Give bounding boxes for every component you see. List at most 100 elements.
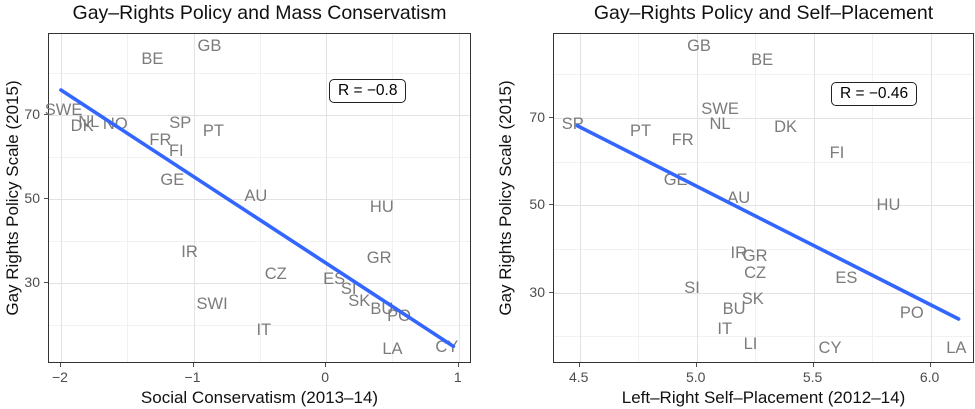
gridline-minor-vertical	[755, 34, 757, 362]
x-tick-label: 0	[321, 369, 330, 385]
gridline-minor-horizontal	[554, 74, 973, 76]
country-label: FR	[671, 130, 694, 149]
country-label: IT	[717, 319, 733, 338]
country-label: CY	[435, 337, 459, 356]
x-tick-label: 5.0	[685, 369, 706, 385]
gridline-minor-horizontal	[554, 336, 973, 338]
gridline-major-vertical	[326, 34, 328, 362]
y-tick-label: 30	[529, 283, 545, 300]
gridline-minor-horizontal	[49, 241, 470, 243]
gridline-minor-horizontal	[554, 249, 973, 251]
country-label: PO	[387, 307, 411, 326]
country-label: SWE	[44, 100, 83, 119]
country-label: SI	[684, 278, 700, 297]
country-label: SWE	[701, 99, 739, 118]
country-label: DK	[774, 117, 798, 136]
panel2-correlation-badge: R = −0.46	[831, 82, 918, 106]
country-label: IT	[256, 321, 272, 340]
country-label: GB	[687, 36, 711, 55]
gridline-major-vertical	[60, 34, 62, 362]
trend-line	[59, 88, 456, 349]
panel2-plot-area: SP PT FR SWE NL DK GB BE FI GE AU HU IR GR CZ SI SK BU IT L…	[553, 33, 974, 363]
gridline-minor-vertical	[638, 34, 640, 362]
panel2-title: Gay–Rights Policy and Self–Placement	[593, 2, 934, 24]
panel1-title: Gay–Rights Policy and Mass Conservatism	[72, 2, 447, 24]
country-label: PT	[629, 121, 652, 140]
country-label: NL	[709, 114, 731, 133]
x-tick-mark	[59, 363, 61, 367]
panel1-correlation-badge: R = −0.8	[329, 79, 407, 103]
country-label: BE	[141, 49, 164, 68]
y-tick-mark	[549, 204, 553, 206]
country-label: SWI	[196, 294, 228, 313]
x-tick-label: 5.5	[802, 369, 823, 385]
y-tick-mark	[44, 282, 48, 284]
y-tick-label: 50	[24, 190, 40, 206]
gridline-major-horizontal	[554, 292, 973, 294]
x-tick-mark	[192, 363, 194, 367]
country-label: NL	[78, 113, 100, 132]
gridline-major-vertical	[930, 34, 932, 362]
x-tick-label: −1	[184, 369, 201, 385]
y-tick-mark	[44, 198, 48, 199]
country-label: AU	[727, 188, 751, 207]
panel1-plot-area: SWENLDKNOSPPTFRFIGEBEGBAUHUIRGRCZESSISKB…	[44, 33, 471, 363]
panel1-x-axis-label: Social Conservatism (2013–14)	[140, 388, 379, 407]
country-label: SK	[741, 289, 764, 308]
y-tick-label: 70	[24, 105, 40, 122]
country-label: ES	[835, 268, 858, 287]
country-label: BE	[751, 50, 774, 69]
gridline-major-horizontal	[554, 205, 973, 207]
country-label: GR	[742, 246, 768, 265]
country-label: CZ	[744, 263, 767, 282]
gridline-minor-horizontal	[49, 325, 470, 327]
x-tick-mark	[812, 363, 814, 367]
x-tick-label: −2	[51, 369, 68, 385]
x-tick-mark	[695, 363, 697, 367]
x-tick-mark	[457, 363, 459, 367]
x-tick-mark	[325, 363, 327, 367]
country-label: LA	[382, 340, 403, 359]
y-tick-label: 30	[24, 274, 40, 291]
country-label: IR	[730, 243, 748, 262]
gridline-minor-horizontal	[49, 72, 470, 74]
country-label: CY	[818, 338, 842, 357]
gridline-minor-horizontal	[49, 156, 470, 158]
y-tick-label: 50	[529, 196, 545, 213]
gridline-minor-vertical	[392, 34, 394, 362]
country-label: PO	[899, 303, 924, 322]
y-tick-mark	[44, 113, 48, 115]
gridline-major-horizontal	[49, 114, 470, 116]
country-label: FI	[168, 141, 184, 160]
country-label: CZ	[264, 265, 287, 284]
country-label: IR	[181, 242, 198, 261]
y-tick-mark	[549, 116, 553, 118]
gridline-major-horizontal	[49, 199, 470, 200]
country-label: LA	[946, 338, 967, 357]
y-tick-label: 70	[529, 108, 545, 125]
gridline-minor-horizontal	[554, 161, 973, 163]
trend-line	[575, 123, 961, 321]
x-tick-label: 1	[453, 369, 462, 385]
gridline-major-horizontal	[554, 117, 973, 119]
country-label: HU	[876, 195, 901, 214]
country-label: AU	[244, 187, 268, 206]
country-label: GE	[663, 170, 688, 189]
y-tick-mark	[549, 291, 553, 293]
gridline-minor-vertical	[127, 34, 129, 362]
country-label: PT	[202, 121, 224, 140]
country-label: HU	[369, 198, 394, 217]
gridline-major-vertical	[579, 34, 581, 362]
country-label: FR	[149, 130, 172, 149]
gridline-major-horizontal	[49, 283, 470, 285]
country-label: ES	[323, 270, 346, 289]
country-label: GE	[160, 170, 185, 189]
country-label: SI	[340, 280, 357, 299]
x-tick-mark	[929, 363, 931, 367]
gridline-major-vertical	[458, 34, 460, 362]
panel2-x-axis-label: Left–Right Self–Placement (2012–14)	[621, 388, 906, 407]
trend-line-layer	[59, 88, 456, 349]
trend-line-layer	[575, 123, 961, 321]
country-label: DK	[70, 116, 94, 135]
gridline-minor-vertical	[872, 34, 874, 362]
